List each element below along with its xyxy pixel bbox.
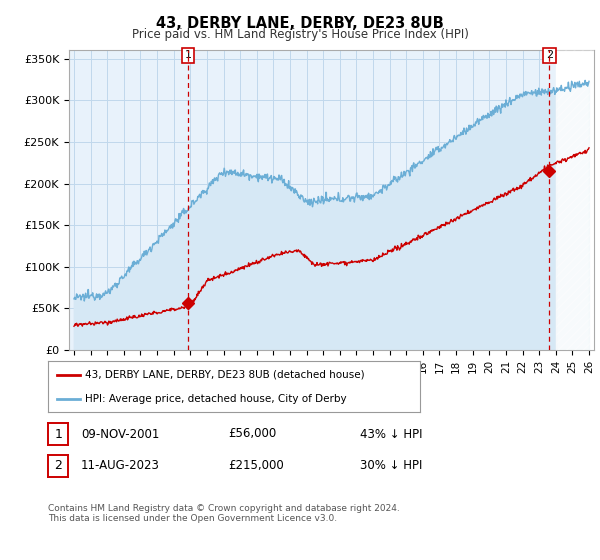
Text: 43% ↓ HPI: 43% ↓ HPI <box>360 427 422 441</box>
Text: £56,000: £56,000 <box>228 427 276 441</box>
Text: Contains HM Land Registry data © Crown copyright and database right 2024.
This d: Contains HM Land Registry data © Crown c… <box>48 504 400 524</box>
Text: 09-NOV-2001: 09-NOV-2001 <box>81 427 160 441</box>
Text: 2: 2 <box>546 50 553 60</box>
Text: £215,000: £215,000 <box>228 459 284 473</box>
Text: 11-AUG-2023: 11-AUG-2023 <box>81 459 160 473</box>
Text: 30% ↓ HPI: 30% ↓ HPI <box>360 459 422 473</box>
Text: 43, DERBY LANE, DERBY, DE23 8UB: 43, DERBY LANE, DERBY, DE23 8UB <box>156 16 444 31</box>
Text: 1: 1 <box>54 427 62 441</box>
Text: Price paid vs. HM Land Registry's House Price Index (HPI): Price paid vs. HM Land Registry's House … <box>131 28 469 41</box>
Bar <box>556 50 594 350</box>
Text: 2: 2 <box>54 459 62 473</box>
Text: 43, DERBY LANE, DERBY, DE23 8UB (detached house): 43, DERBY LANE, DERBY, DE23 8UB (detache… <box>85 370 365 380</box>
Text: HPI: Average price, detached house, City of Derby: HPI: Average price, detached house, City… <box>85 394 347 404</box>
Text: 1: 1 <box>185 50 191 60</box>
Bar <box>556 50 594 350</box>
